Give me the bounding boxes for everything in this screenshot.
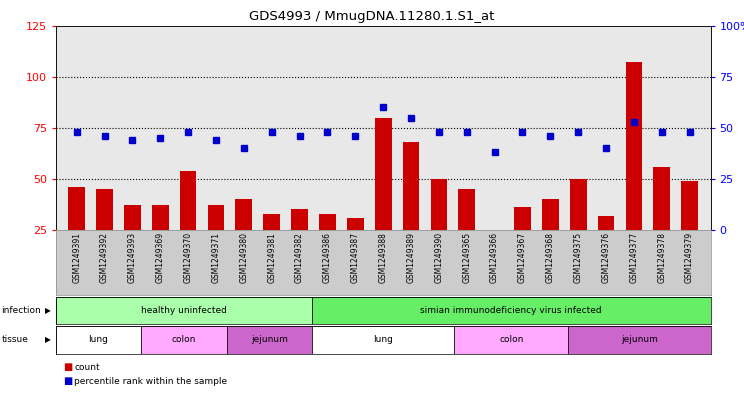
Bar — [141, 326, 227, 354]
Bar — [312, 326, 455, 354]
Bar — [514, 208, 530, 281]
Text: GSM1249375: GSM1249375 — [574, 232, 583, 283]
Bar — [431, 179, 447, 281]
Text: healthy uninfected: healthy uninfected — [141, 306, 227, 315]
Text: GSM1249370: GSM1249370 — [184, 232, 193, 283]
Bar — [152, 206, 169, 281]
Text: ■: ■ — [63, 362, 72, 373]
Bar — [570, 179, 586, 281]
Bar — [347, 218, 364, 281]
Bar — [68, 187, 85, 281]
Bar — [236, 199, 252, 281]
Bar — [180, 171, 196, 281]
Bar — [208, 206, 225, 281]
Bar — [263, 213, 280, 281]
Text: GSM1249388: GSM1249388 — [379, 232, 388, 283]
Text: GSM1249367: GSM1249367 — [518, 232, 527, 283]
Text: GSM1249392: GSM1249392 — [100, 232, 109, 283]
Bar — [375, 118, 391, 281]
Text: GSM1249366: GSM1249366 — [490, 232, 499, 283]
Text: GSM1249387: GSM1249387 — [351, 232, 360, 283]
Text: GSM1249380: GSM1249380 — [240, 232, 248, 283]
Bar — [487, 232, 503, 281]
Text: simian immunodeficiency virus infected: simian immunodeficiency virus infected — [420, 306, 602, 315]
Bar — [458, 189, 475, 281]
Text: GSM1249386: GSM1249386 — [323, 232, 332, 283]
Bar — [56, 297, 312, 324]
Text: jejunum: jejunum — [251, 336, 288, 344]
Bar — [682, 181, 698, 281]
Text: lung: lung — [373, 336, 393, 344]
Text: colon: colon — [172, 336, 196, 344]
Text: ■: ■ — [63, 376, 72, 386]
Text: GSM1249378: GSM1249378 — [657, 232, 667, 283]
Text: infection: infection — [1, 306, 41, 315]
Text: colon: colon — [499, 336, 524, 344]
Bar — [568, 326, 711, 354]
Text: GSM1249389: GSM1249389 — [406, 232, 415, 283]
Text: GSM1249376: GSM1249376 — [602, 232, 611, 283]
Text: lung: lung — [89, 336, 109, 344]
Bar — [124, 206, 141, 281]
Text: GSM1249371: GSM1249371 — [211, 232, 220, 283]
Bar — [312, 297, 711, 324]
Text: count: count — [74, 363, 100, 372]
Text: GSM1249390: GSM1249390 — [434, 232, 443, 283]
Text: GDS4993 / MmugDNA.11280.1.S1_at: GDS4993 / MmugDNA.11280.1.S1_at — [249, 10, 495, 23]
Text: GSM1249391: GSM1249391 — [72, 232, 81, 283]
Bar — [319, 213, 336, 281]
Text: jejunum: jejunum — [621, 336, 658, 344]
Text: GSM1249365: GSM1249365 — [462, 232, 471, 283]
Bar — [455, 326, 568, 354]
Text: tissue: tissue — [1, 336, 28, 344]
Text: GSM1249368: GSM1249368 — [546, 232, 555, 283]
Bar — [403, 142, 420, 281]
Bar — [626, 62, 642, 281]
Text: GSM1249369: GSM1249369 — [155, 232, 164, 283]
Text: ▶: ▶ — [45, 336, 51, 344]
Bar — [542, 199, 559, 281]
Bar — [597, 216, 615, 281]
Bar — [56, 326, 141, 354]
Text: GSM1249382: GSM1249382 — [295, 232, 304, 283]
Bar — [291, 209, 308, 281]
Bar — [653, 167, 670, 281]
Text: GSM1249377: GSM1249377 — [629, 232, 638, 283]
Text: ▶: ▶ — [45, 306, 51, 315]
Bar — [96, 189, 113, 281]
Text: percentile rank within the sample: percentile rank within the sample — [74, 377, 228, 386]
Text: GSM1249379: GSM1249379 — [685, 232, 694, 283]
Text: GSM1249381: GSM1249381 — [267, 232, 276, 283]
Bar — [227, 326, 312, 354]
Text: GSM1249393: GSM1249393 — [128, 232, 137, 283]
